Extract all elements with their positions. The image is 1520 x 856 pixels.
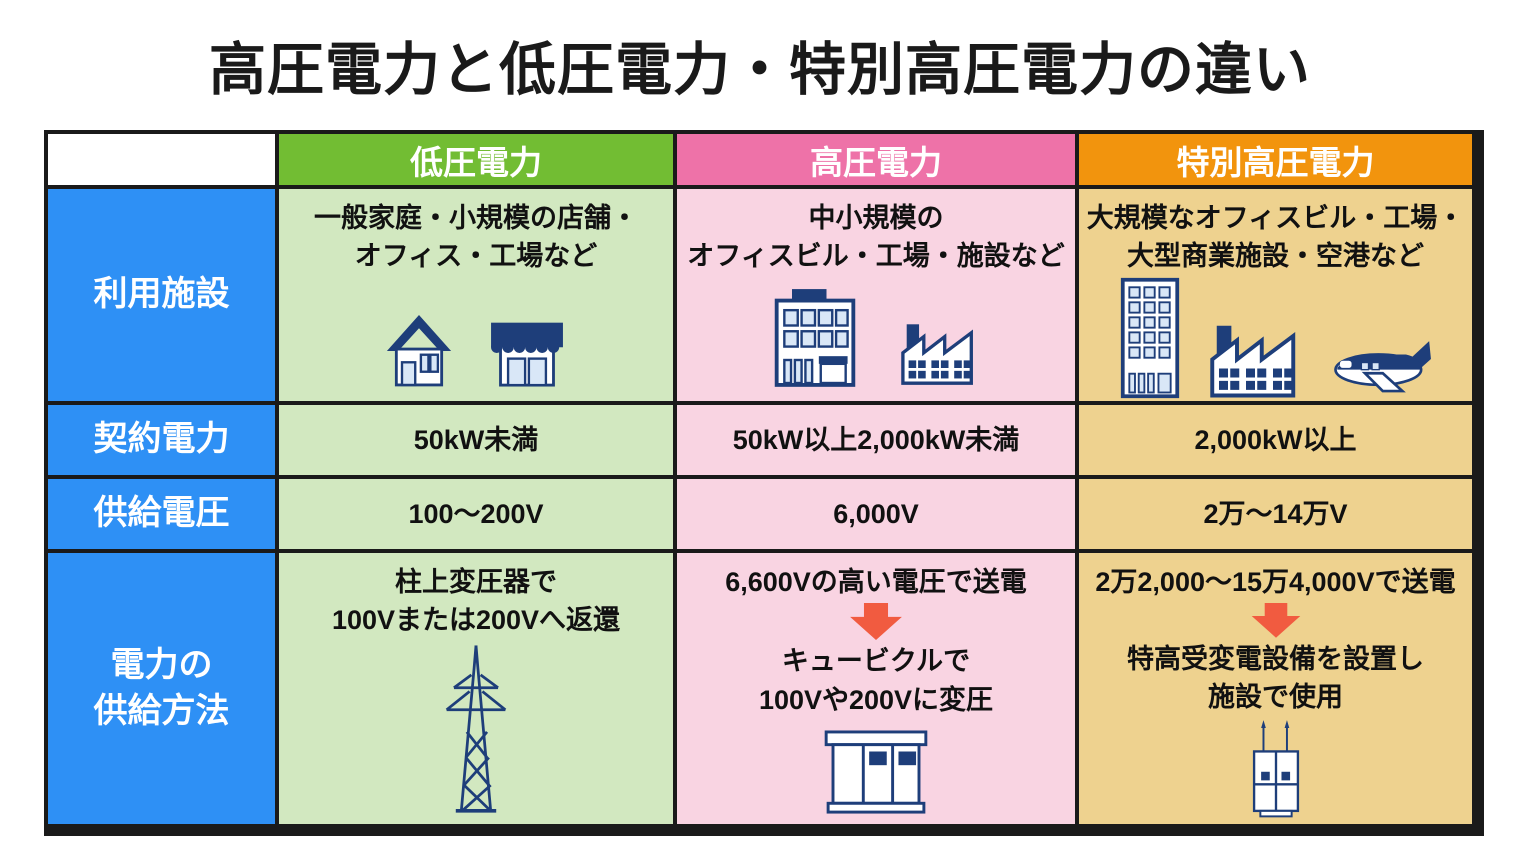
column-header-high-voltage: 高圧電力 [677, 134, 1075, 185]
supply-special-line2: 特高受変電設備を設置し [1127, 644, 1424, 675]
factory-icon [901, 324, 973, 385]
transmission-tower-icon [445, 645, 507, 813]
row-header-supply-voltage: 供給電圧 [48, 479, 275, 549]
supply-special-line1: 2万2,000〜15万4,000Vで送電 [1095, 567, 1456, 597]
column-header-low-voltage: 低圧電力 [279, 134, 673, 185]
usage-special-line2: 大型商業施設・空港など [1127, 241, 1424, 272]
factory-icon [1209, 325, 1295, 398]
usage-high-text: 中小規模の オフィスビル・工場・施設など [687, 199, 1064, 276]
usage-high-line1: 中小規模の [808, 203, 944, 233]
corner-cell [48, 134, 275, 185]
supply-cell-high: 6,600Vの高い電圧で送電 キュービクルで 100Vや200Vに変圧 [677, 553, 1075, 824]
usage-low-icons [385, 313, 567, 387]
usage-cell-low: 一般家庭・小規模の店舗・ オフィス・工場など [279, 189, 673, 401]
contract-cell-special: 2,000kW以上 [1079, 405, 1472, 475]
usage-low-line2: オフィス・工場など [354, 241, 598, 272]
supply-cell-low: 柱上変圧器で 100Vまたは200Vへ返還 [279, 553, 673, 824]
usage-low-text: 一般家庭・小規模の店舗・ オフィス・工場など [314, 199, 638, 276]
supply-special-text: 特高受変電設備を設置し 施設で使用 [1127, 640, 1424, 717]
usage-special-text: 大規模なオフィスビル・工場・ 大型商業施設・空港など [1087, 199, 1464, 276]
down-arrow-icon [850, 603, 902, 641]
supply-low-text: 柱上変圧器で 100Vまたは200Vへ返還 [332, 563, 620, 640]
contract-cell-high: 50kW以上2,000kW未満 [677, 405, 1075, 475]
column-header-special-high-voltage: 特別高圧電力 [1079, 134, 1472, 185]
store-icon [491, 322, 563, 387]
supply-high-line2: キュービクルで [781, 646, 971, 677]
row-header-usage-facilities: 利用施設 [48, 189, 275, 401]
supply-cell-special: 2万2,000〜15万4,000Vで送電 特高受変電設備を設置し 施設で使用 [1079, 553, 1472, 824]
usage-low-line1: 一般家庭・小規模の店舗・ [314, 203, 638, 233]
voltage-cell-high: 6,000V [677, 479, 1075, 549]
voltage-cell-special: 2万〜14万V [1079, 479, 1472, 549]
supply-low-line1: 柱上変圧器で [395, 567, 557, 597]
row-header-voltage-label: 供給電圧 [93, 494, 230, 533]
tall-building-icon [1120, 277, 1179, 398]
usage-special-icons [1119, 276, 1433, 400]
row-header-supply-line1: 電力の [110, 645, 213, 684]
cubicle-icon [824, 730, 928, 814]
row-header-supply-method: 電力の 供給方法 [48, 553, 275, 824]
row-header-contract-power: 契約電力 [48, 405, 275, 475]
airplane-icon [1333, 340, 1431, 393]
usage-cell-high: 中小規模の オフィスビル・工場・施設など [677, 189, 1075, 401]
down-arrow-icon [1251, 603, 1300, 639]
usage-high-line2: オフィスビル・工場・施設など [687, 241, 1065, 272]
usage-special-line1: 大規模なオフィスビル・工場・ [1086, 203, 1465, 233]
supply-special-line3: 施設で使用 [1208, 682, 1343, 713]
row-header-supply-line2: 供給方法 [93, 691, 230, 730]
supply-high-line3: 100Vや200Vに変圧 [758, 684, 994, 715]
supply-high-text: キュービクルで 100Vや200Vに変圧 [759, 642, 993, 719]
contract-cell-low: 50kW未満 [279, 405, 673, 475]
voltage-cell-low: 100〜200V [279, 479, 673, 549]
supply-high-line1: 6,600Vの高い電圧で送電 [725, 567, 1027, 597]
transformer-icon [1252, 719, 1299, 818]
page-title: 高圧電力と低圧電力・特別高圧電力の違い [209, 38, 1311, 102]
row-header-contract-label: 契約電力 [93, 420, 230, 459]
row-header-usage-label: 利用施設 [93, 275, 230, 314]
comparison-table: 低圧電力 高圧電力 特別高圧電力 利用施設 一般家庭・小規模の店舗・ オフィス・… [44, 130, 1484, 836]
office-building-icon [774, 289, 856, 387]
house-icon [386, 315, 452, 387]
usage-high-icons [769, 287, 983, 387]
supply-low-line2: 100Vまたは200Vへ返還 [331, 605, 621, 636]
usage-cell-special: 大規模なオフィスビル・工場・ 大型商業施設・空港など [1079, 189, 1472, 401]
